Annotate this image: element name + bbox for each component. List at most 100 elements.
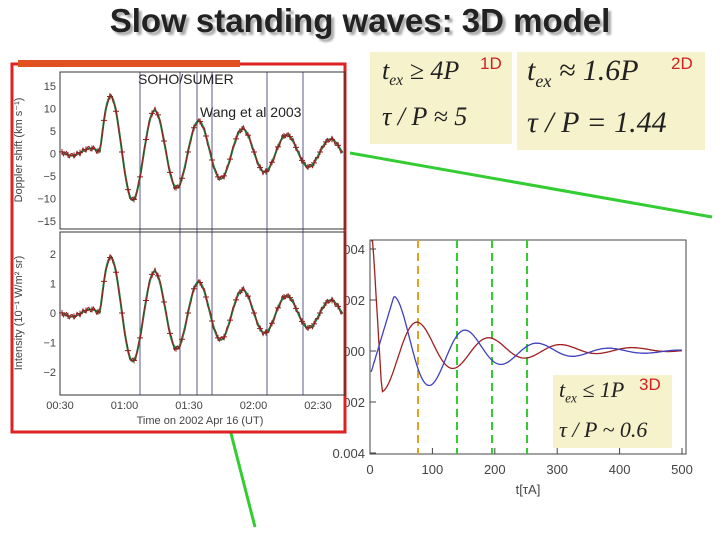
data-point: [131, 196, 137, 203]
data-point: [251, 149, 257, 155]
data-point: [143, 297, 149, 304]
formula: ≈ 1.6P: [558, 54, 639, 87]
x-axis-label: Time on 2002 Apr 16 (UT): [137, 415, 264, 427]
data-point: [149, 271, 155, 278]
y-tick-label: 0: [50, 308, 56, 320]
data-point: [83, 307, 89, 314]
data-point: [77, 149, 83, 156]
data-point: [287, 294, 293, 301]
label: SOHO/SUMER: [138, 71, 234, 87]
data-point: [95, 308, 101, 315]
data-point: [335, 303, 341, 310]
data-point: [95, 147, 101, 154]
data-point: [329, 136, 335, 143]
data-point: [71, 152, 77, 159]
data-point: [221, 333, 227, 340]
x-axis-label: t[τA]: [516, 482, 541, 497]
formula: ≤ 1P: [582, 377, 625, 402]
data-point: [281, 293, 287, 300]
data-point: [71, 313, 77, 320]
data-point: [137, 334, 143, 341]
data-point: [197, 118, 203, 125]
data-point: [131, 357, 137, 364]
data-point: [329, 297, 335, 304]
data-point: [209, 157, 215, 164]
y-tick-label: −10: [37, 194, 56, 206]
data-point: [317, 149, 323, 155]
formula: ex: [535, 71, 552, 91]
data-point: [305, 163, 311, 170]
data-point: [323, 299, 329, 306]
data-point: [179, 336, 185, 343]
y-tick-label: 15: [44, 81, 56, 93]
inset-bar: [18, 60, 240, 67]
data-point: [227, 156, 233, 163]
formula: τ / P = 1.44: [527, 106, 667, 139]
data-point: [239, 125, 245, 132]
data-point: [293, 305, 299, 312]
connector: [349, 151, 713, 219]
x-tick-label: 00:30: [46, 400, 74, 412]
data-point: [245, 293, 251, 300]
data-point: [233, 296, 239, 303]
formula: ex: [565, 390, 577, 406]
data-point: [155, 111, 161, 118]
formula: ex: [389, 72, 404, 90]
data-point: [233, 135, 239, 142]
x-tick-label: 01:30: [175, 400, 203, 412]
data-point: [161, 137, 167, 144]
formula: ≥ 4P: [409, 56, 460, 85]
data-point: [83, 146, 89, 153]
data-point: [203, 293, 209, 300]
panel-frame: [59, 231, 346, 396]
data-point: [59, 309, 65, 316]
x-tick-label: 100: [422, 462, 444, 477]
data-point: [293, 144, 299, 151]
data-point: [167, 169, 173, 176]
data-point: [275, 304, 281, 311]
data-point: [287, 133, 293, 140]
data-point: [167, 330, 173, 337]
data-point: [263, 329, 269, 336]
data-point: [275, 143, 281, 150]
x-tick-label: 300: [546, 462, 568, 477]
label: Wang et al 2003: [200, 104, 302, 120]
formula-box: tex ≥ 4P 1D τ / P ≈ 5: [370, 52, 512, 144]
data-point: [125, 186, 131, 193]
formula-box: tex ≤ 1P 3D τ / P ~ 0.6: [553, 375, 672, 448]
data-point: [203, 132, 209, 139]
formula: τ / P ≈ 5: [382, 102, 468, 131]
y-tick-label: −1: [43, 338, 56, 350]
data-point: [311, 320, 317, 327]
data-point: [185, 310, 191, 316]
x-tick-label: 02:30: [304, 400, 332, 412]
data-point: [245, 132, 251, 139]
data-point: [173, 184, 179, 191]
data-point: [197, 279, 203, 286]
data-point: [101, 278, 107, 285]
data-point: [269, 320, 275, 327]
data-point: [305, 324, 311, 331]
data-point: [191, 285, 197, 292]
formula: t: [559, 377, 566, 402]
data-point: [107, 93, 113, 100]
y-tick-label: 10: [44, 104, 56, 116]
y-tick-label: −2: [43, 367, 56, 379]
data-point: [215, 334, 221, 341]
x-tick-label: 01:00: [111, 400, 139, 412]
data-point: [215, 173, 221, 180]
data-point: [119, 149, 125, 155]
data-point: [323, 138, 329, 145]
y-tick-label: 0.004: [332, 446, 365, 461]
data-point: [209, 318, 215, 325]
curve: [370, 295, 682, 387]
panel-frame: [59, 71, 346, 230]
formula: t: [527, 54, 536, 87]
y-tick-label: 1: [50, 279, 56, 291]
data-point: [161, 298, 167, 305]
data-point: [311, 159, 317, 166]
data-point: [65, 312, 71, 319]
